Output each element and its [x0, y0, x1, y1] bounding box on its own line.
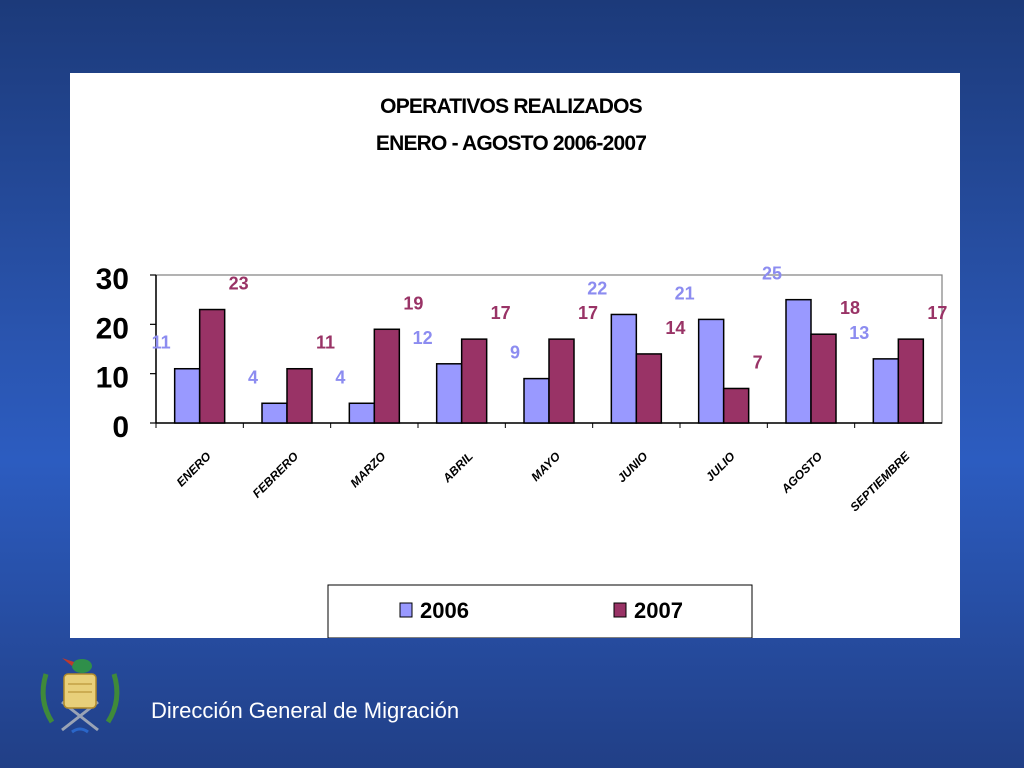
x-tick-label: JUNIO [615, 449, 651, 485]
chart-title-line-2: ENERO - AGOSTO 2006-2007 [376, 132, 646, 155]
x-tick-label: ABRIL [439, 449, 476, 486]
x-tick-label: SEPTIEMBRE [847, 449, 913, 515]
data-label-2006-julio: 21 [675, 283, 695, 303]
bar-2006-mayo [523, 377, 550, 424]
bar-2007-agosto [810, 333, 837, 424]
x-tick-label: MAYO [528, 449, 563, 484]
data-label-2006-abril: 12 [413, 328, 433, 348]
data-label-2006-marzo: 4 [335, 367, 345, 387]
data-label-2007-junio: 14 [665, 318, 685, 338]
bar-2007-septiembre [897, 338, 925, 424]
data-label-2007-mayo: 17 [578, 303, 598, 323]
legend-swatch-2007 [613, 602, 627, 618]
x-tick-label: FEBRERO [250, 449, 302, 501]
chart-title-line-1: OPERATIVOS REALIZADOS [380, 95, 642, 118]
data-label-2007-abril: 17 [491, 303, 511, 323]
data-label-2006-junio: 22 [587, 278, 607, 298]
data-label-2007-enero: 23 [229, 274, 249, 294]
bar-2006-marzo [348, 402, 376, 424]
x-tick-label: AGOSTO [778, 449, 826, 497]
bar-chart: OPERATIVOS REALIZADOS ENERO - AGOSTO 200… [96, 95, 948, 638]
data-label-2006-enero: 11 [152, 333, 171, 353]
chart-panel: OPERATIVOS REALIZADOS ENERO - AGOSTO 200… [70, 73, 960, 638]
data-label-2007-septiembre: 17 [927, 303, 947, 323]
bar-2006-enero [173, 367, 201, 424]
legend-label-2007: 2007 [634, 598, 683, 623]
data-label-2007-julio: 7 [753, 352, 763, 372]
data-label-2006-mayo: 9 [510, 343, 520, 363]
legend-label-2006: 2006 [420, 598, 469, 623]
bar-2006-junio [610, 313, 638, 424]
y-tick-label: 20 [96, 312, 129, 345]
bar-2007-enero [198, 308, 226, 424]
bar-2007-mayo [548, 338, 575, 424]
legend-swatch-2006 [399, 602, 413, 618]
y-tick-label: 30 [96, 263, 129, 296]
x-axis-ticks: ENERO FEBRERO MARZO ABRIL MAYO JUNIO JULIO AGOS… [155, 423, 913, 515]
bar-2007-marzo [373, 328, 401, 424]
data-label-2007-febrero: 11 [316, 333, 335, 353]
data-label-2006-septiembre: 13 [849, 323, 869, 343]
legend-box [327, 584, 753, 638]
bar-2006-agosto [785, 298, 812, 424]
y-axis-ticks: 0 10 20 30 [96, 263, 156, 444]
bar-2006-julio [697, 318, 725, 424]
organization-name: Dirección General de Migración [151, 698, 460, 723]
y-tick-label: 10 [96, 362, 129, 395]
x-tick-label: MARZO [347, 449, 388, 490]
bar-2007-julio [722, 387, 750, 424]
x-tick-label: ENERO [174, 449, 215, 490]
guatemala-coat-of-arms-icon [40, 658, 120, 734]
data-label-2007-marzo: 19 [403, 293, 423, 313]
data-label-2007-agosto: 18 [840, 298, 860, 318]
bar-2006-abril [435, 363, 463, 424]
bars-group [173, 298, 925, 424]
bar-2006-septiembre [872, 358, 900, 424]
data-label-2006-febrero: 4 [248, 367, 258, 387]
bar-2007-febrero [286, 367, 313, 424]
data-label-2006-agosto: 25 [762, 264, 782, 284]
chart-legend: 2006 2007 [327, 584, 753, 638]
bar-2006-febrero [261, 402, 288, 424]
bar-2007-abril [460, 338, 488, 424]
y-tick-label: 0 [112, 411, 129, 444]
x-tick-label: JULIO [703, 449, 738, 484]
bar-2007-junio [635, 353, 663, 424]
